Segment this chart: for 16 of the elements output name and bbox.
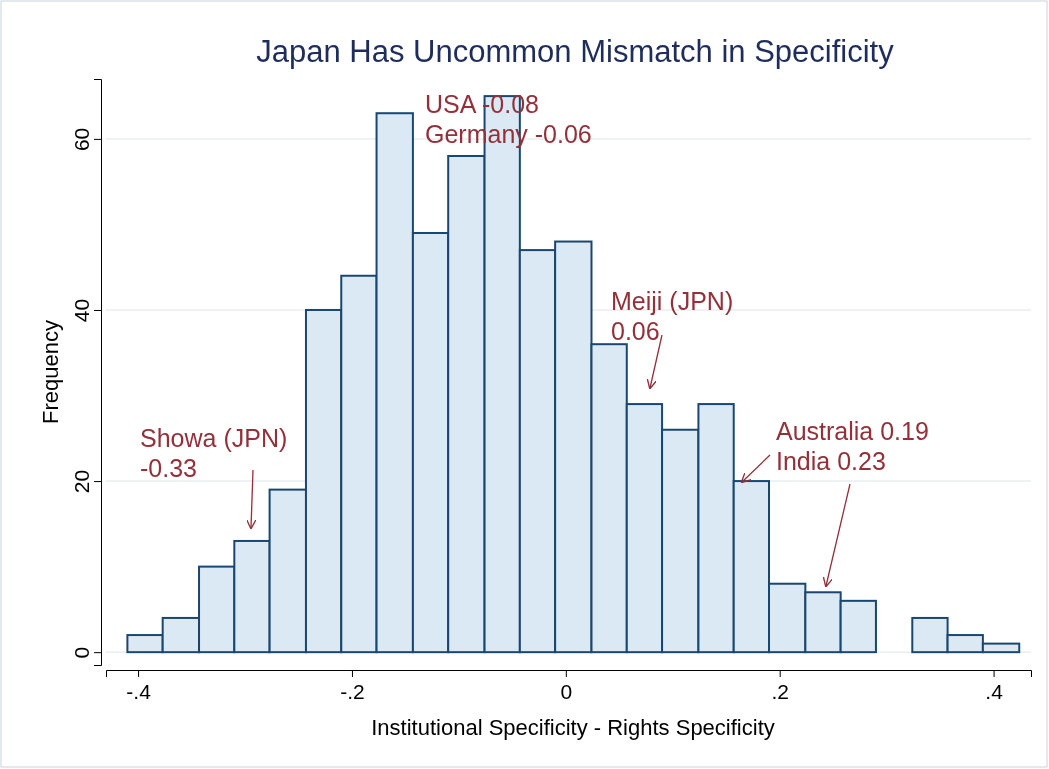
x-axis-title: Institutional Specificity - Rights Specificity <box>371 715 775 740</box>
annotation: India 0.23 <box>776 447 886 475</box>
y-tick-label: 20 <box>70 469 93 494</box>
x-tick-label: .4 <box>985 679 1004 703</box>
x-tick-label: -.2 <box>340 679 365 703</box>
annotation: Australia 0.19 <box>776 417 929 445</box>
chart-title: Japan Has Uncommon Mismatch in Specificity <box>256 34 895 69</box>
y-tick-label: 60 <box>70 127 93 152</box>
y-tick-label: 40 <box>70 298 93 323</box>
y-tick-label: 0 <box>70 646 93 659</box>
y-axis-title: Frequency <box>38 320 63 424</box>
x-tick-label: .2 <box>771 679 789 703</box>
annotation: Showa (JPN) -0.33 <box>140 424 288 482</box>
x-tick-label: -.4 <box>126 679 152 703</box>
annotation: Meiji (JPN) 0.06 <box>611 287 734 345</box>
x-tick-label: 0 <box>560 679 573 703</box>
